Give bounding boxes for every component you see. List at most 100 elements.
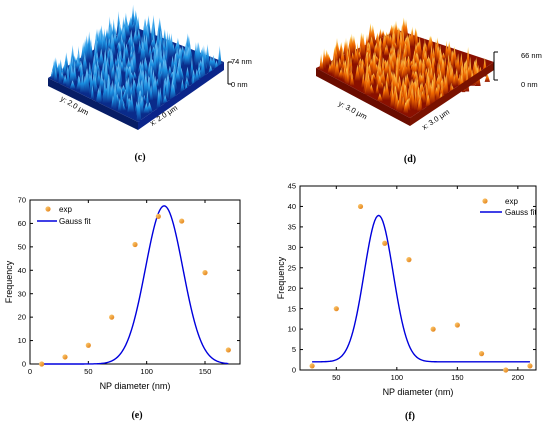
surface-spike — [380, 62, 386, 77]
surface-spike — [143, 70, 148, 80]
chart-f: 50 100 150 200 0 5 10 15 20 25 30 35 40 45 exp Gauss … — [276, 182, 537, 422]
surface-spike — [183, 49, 191, 66]
surface-spike — [354, 64, 361, 81]
surface-spike — [62, 74, 68, 85]
panel-label-f: (f) — [405, 411, 415, 422]
surface-spike — [392, 75, 400, 95]
surface-spike — [60, 67, 65, 75]
surface-spike — [117, 21, 122, 48]
surface-spike — [384, 44, 390, 56]
data-point-exp — [225, 347, 231, 353]
chart-f-legend: exp Gauss fit — [480, 197, 537, 217]
x-tick-label: 150 — [451, 373, 464, 382]
chart-e: 0 50 100 150 0 10 20 30 40 50 60 70 exp Gauss fit N… — [4, 196, 241, 421]
surface-spike — [142, 74, 149, 98]
surface-spike — [204, 44, 211, 68]
surface-spike — [413, 88, 418, 111]
surface-spike — [428, 81, 436, 105]
chart-f-plot-frame — [299, 185, 537, 371]
surface-spike — [127, 16, 134, 31]
surface-spike — [53, 66, 58, 81]
surface-spike — [136, 96, 142, 121]
surface-spike — [417, 36, 423, 60]
surface-spike — [378, 28, 383, 40]
surface-spike — [168, 33, 175, 58]
surface-spike — [360, 33, 366, 57]
surface-spike — [454, 68, 459, 86]
chart-e-legend-fit: Gauss fit — [59, 217, 91, 226]
surface-spike — [93, 74, 98, 93]
data-point-exp — [478, 351, 485, 357]
surface-spike — [96, 28, 102, 54]
chart-e-points — [39, 213, 231, 367]
data-point-exp — [527, 363, 533, 369]
surface-spike — [174, 68, 182, 83]
surface-spike — [365, 72, 372, 96]
surface-spike — [165, 79, 170, 99]
surface-spike — [353, 45, 358, 64]
afm-c-spikes — [50, 4, 223, 121]
surface-spike — [376, 93, 383, 102]
y-tick-label: 35 — [288, 222, 296, 231]
y-tick-label: 40 — [288, 202, 296, 211]
afm-c-z-bottom: 0 nm — [231, 80, 248, 89]
data-point-exp — [62, 354, 68, 360]
surface-spike — [426, 54, 431, 74]
data-point-exp — [357, 203, 364, 210]
surface-spike — [157, 60, 161, 85]
surface-spike — [136, 29, 142, 43]
data-point-exp — [382, 240, 388, 246]
chart-e-gauss-fit-line — [41, 205, 229, 365]
surface-spike — [397, 90, 403, 112]
afm-d-y-axis-label: y: 3.0 μm — [337, 99, 369, 122]
data-point-exp — [155, 213, 161, 219]
surface-spike — [139, 41, 147, 63]
surface-spike — [200, 56, 205, 81]
surface-spike — [129, 35, 134, 53]
surface-spike — [420, 59, 427, 72]
surface-spike — [151, 75, 159, 100]
data-point-exp — [85, 342, 91, 348]
surface-spike — [380, 69, 387, 86]
surface-spike — [484, 73, 490, 82]
surface-spike — [435, 83, 440, 102]
x-tick-label: 150 — [199, 367, 212, 376]
y-tick-label: 30 — [18, 289, 26, 298]
surface-spike — [143, 34, 150, 59]
x-tick-label: 50 — [84, 367, 92, 376]
surface-spike — [376, 75, 383, 90]
surface-spike — [176, 48, 183, 67]
data-point-exp — [39, 361, 45, 367]
surface-spike — [112, 83, 117, 110]
surface-spike — [190, 69, 197, 84]
surface-spike — [447, 68, 455, 86]
surface-spike — [435, 73, 442, 92]
chart-e-legend: exp Gauss fit — [37, 205, 91, 226]
surface-spike — [359, 58, 366, 69]
x-tick-label: 100 — [391, 373, 404, 382]
data-point-exp — [132, 241, 138, 248]
surface-spike — [69, 80, 76, 90]
panel-label-e: (e) — [131, 410, 142, 421]
surface-spike — [322, 48, 326, 69]
surface-spike — [128, 65, 133, 86]
surface-spike — [417, 58, 422, 79]
surface-spike — [162, 95, 168, 104]
surface-spike — [339, 67, 344, 79]
chart-e-legend-exp-marker — [45, 206, 51, 212]
surface-spike — [85, 67, 90, 94]
y-tick-label: 60 — [18, 219, 26, 228]
surface-spike — [411, 88, 415, 110]
surface-spike — [108, 83, 114, 103]
surface-spike — [350, 52, 355, 61]
afm-surface-c: 74 nm 0 nm y: 2.0 μm x: 2.0 μm (c) — [48, 4, 252, 163]
surface-spike — [370, 74, 374, 86]
surface-spike — [417, 98, 422, 112]
chart-f-points — [309, 203, 533, 373]
surface-spike — [180, 78, 185, 93]
chart-e-x-axis-label: NP diameter (nm) — [100, 381, 171, 391]
chart-f-x-axis-label: NP diameter (nm) — [383, 387, 454, 397]
afm-c-z-top: 74 nm — [231, 57, 252, 66]
chart-f-gauss-fit-line — [312, 214, 530, 363]
surface-spike — [131, 76, 136, 100]
